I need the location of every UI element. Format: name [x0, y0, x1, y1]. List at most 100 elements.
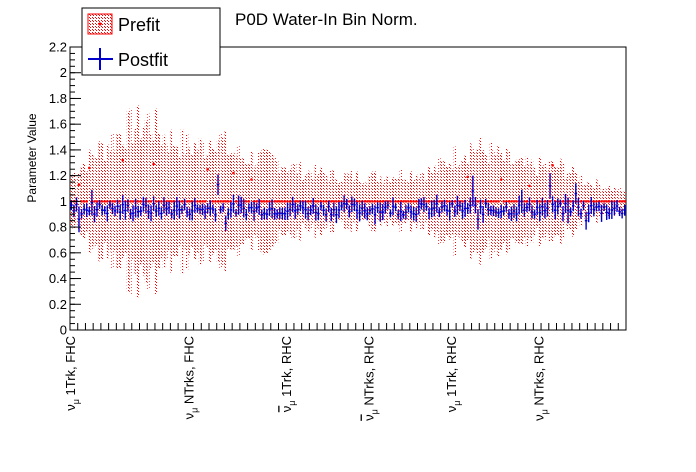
prefit-point [255, 200, 258, 203]
prefit-point [602, 200, 606, 203]
neutrino-symbol: ν [531, 414, 546, 421]
prefit-point [512, 200, 516, 203]
prefit-point [510, 200, 513, 203]
prefit-point [373, 200, 377, 203]
prefit-point [502, 200, 506, 203]
prefit-point [82, 200, 86, 203]
prefit-point [306, 200, 310, 203]
prefit-point [106, 200, 109, 203]
prefit-point [273, 200, 276, 203]
prefit-point [263, 200, 266, 203]
prefit-point [409, 200, 413, 203]
category-label: νμ 1Trk, RHC [444, 336, 462, 412]
prefit-point [381, 200, 385, 203]
y-tick-label: 0.4 [49, 271, 67, 286]
prefit-point [371, 200, 374, 203]
prefit-point [623, 200, 627, 203]
prefit-point [111, 200, 114, 203]
prefit-point [129, 200, 132, 203]
prefit-point [595, 200, 598, 203]
prefit-error-bar [466, 162, 469, 241]
prefit-point [607, 200, 611, 203]
prefit-point [80, 200, 83, 203]
prefit-error-bar [206, 155, 209, 248]
prefit-point [100, 200, 104, 203]
prefit-point [358, 200, 361, 203]
postfit-series [70, 173, 626, 233]
prefit-point [265, 200, 269, 203]
prefit-point [445, 200, 449, 203]
prefit-point [77, 183, 81, 186]
prefit-point [530, 200, 534, 203]
prefit-point [592, 200, 596, 203]
y-tick-label: 1.8 [49, 91, 67, 106]
prefit-error-bar [250, 151, 253, 251]
prefit-point [201, 200, 204, 203]
category-label-text: νμ 1Trk, RHC [444, 336, 462, 412]
prefit-point [154, 200, 158, 203]
prefit-point [136, 200, 140, 203]
neutrino-flavour-subscript: μ [189, 408, 199, 413]
prefit-point [587, 200, 590, 203]
y-tick-label: 0 [60, 323, 67, 338]
neutrino-symbol: ν [279, 406, 294, 413]
legend: Prefit Postfit [81, 7, 221, 76]
prefit-point [234, 200, 238, 203]
neutrino-flavour-subscript: μ [287, 401, 297, 406]
prefit-point [618, 200, 621, 203]
prefit-point [368, 200, 372, 203]
neutrino-symbol: ν [63, 404, 78, 411]
prefit-point [293, 200, 297, 203]
neutrino-flavour-subscript: μ [539, 409, 549, 414]
prefit-point [211, 200, 215, 203]
prefit-point [93, 200, 96, 203]
prefit-point [221, 200, 225, 203]
y-tick-label: 1 [60, 194, 67, 209]
prefit-point [584, 200, 588, 203]
y-tick-label: 0.6 [49, 245, 67, 260]
prefit-point [376, 200, 379, 203]
category-label-name: 1Trk, RHC [444, 336, 459, 401]
prefit-point [525, 200, 529, 203]
prefit-point [378, 200, 382, 203]
category-label-text: νμ 1Trk, FHC [63, 336, 81, 411]
prefit-point [396, 200, 400, 203]
neutrino-flavour-subscript: μ [71, 399, 81, 404]
prefit-point [227, 200, 230, 203]
legend-prefit-marker [98, 22, 102, 26]
prefit-point [389, 200, 392, 203]
category-label-text: νμ 1Trk, RHC [279, 336, 297, 412]
prefit-point [214, 200, 217, 203]
prefit-point [414, 200, 418, 203]
prefit-point [507, 200, 511, 203]
prefit-point [402, 200, 405, 203]
prefit-point [147, 200, 150, 203]
neutrino-flavour-subscript: μ [370, 409, 380, 414]
category-label-name: 1Trk, RHC [279, 336, 294, 401]
prefit-point [366, 200, 369, 203]
prefit-point [314, 200, 318, 203]
prefit-point [492, 200, 495, 203]
prefit-point [118, 200, 122, 203]
y-axis-label: Parameter Value [25, 113, 39, 202]
y-tick-label: 1.6 [49, 117, 67, 132]
category-label-name: NTrks, RHC [362, 336, 377, 409]
y-tick-label: 2.2 [49, 40, 67, 55]
neutrino-symbol: ν [181, 413, 196, 420]
prefit-point [170, 200, 173, 203]
prefit-point [497, 200, 500, 203]
prefit-point [198, 200, 202, 203]
prefit-point [317, 200, 320, 203]
prefit-point [551, 164, 554, 167]
prefit-point [278, 200, 282, 203]
prefit-point [281, 200, 284, 203]
y-tick-label: 0.2 [49, 297, 67, 312]
prefit-point [329, 200, 333, 203]
prefit-point [620, 200, 624, 203]
prefit-point [252, 200, 256, 203]
prefit-point [250, 178, 253, 181]
prefit-point [605, 200, 608, 203]
category-label: νμ NTrks, RHC [531, 336, 549, 421]
prefit-point [188, 200, 191, 203]
prefit-point [88, 166, 91, 170]
